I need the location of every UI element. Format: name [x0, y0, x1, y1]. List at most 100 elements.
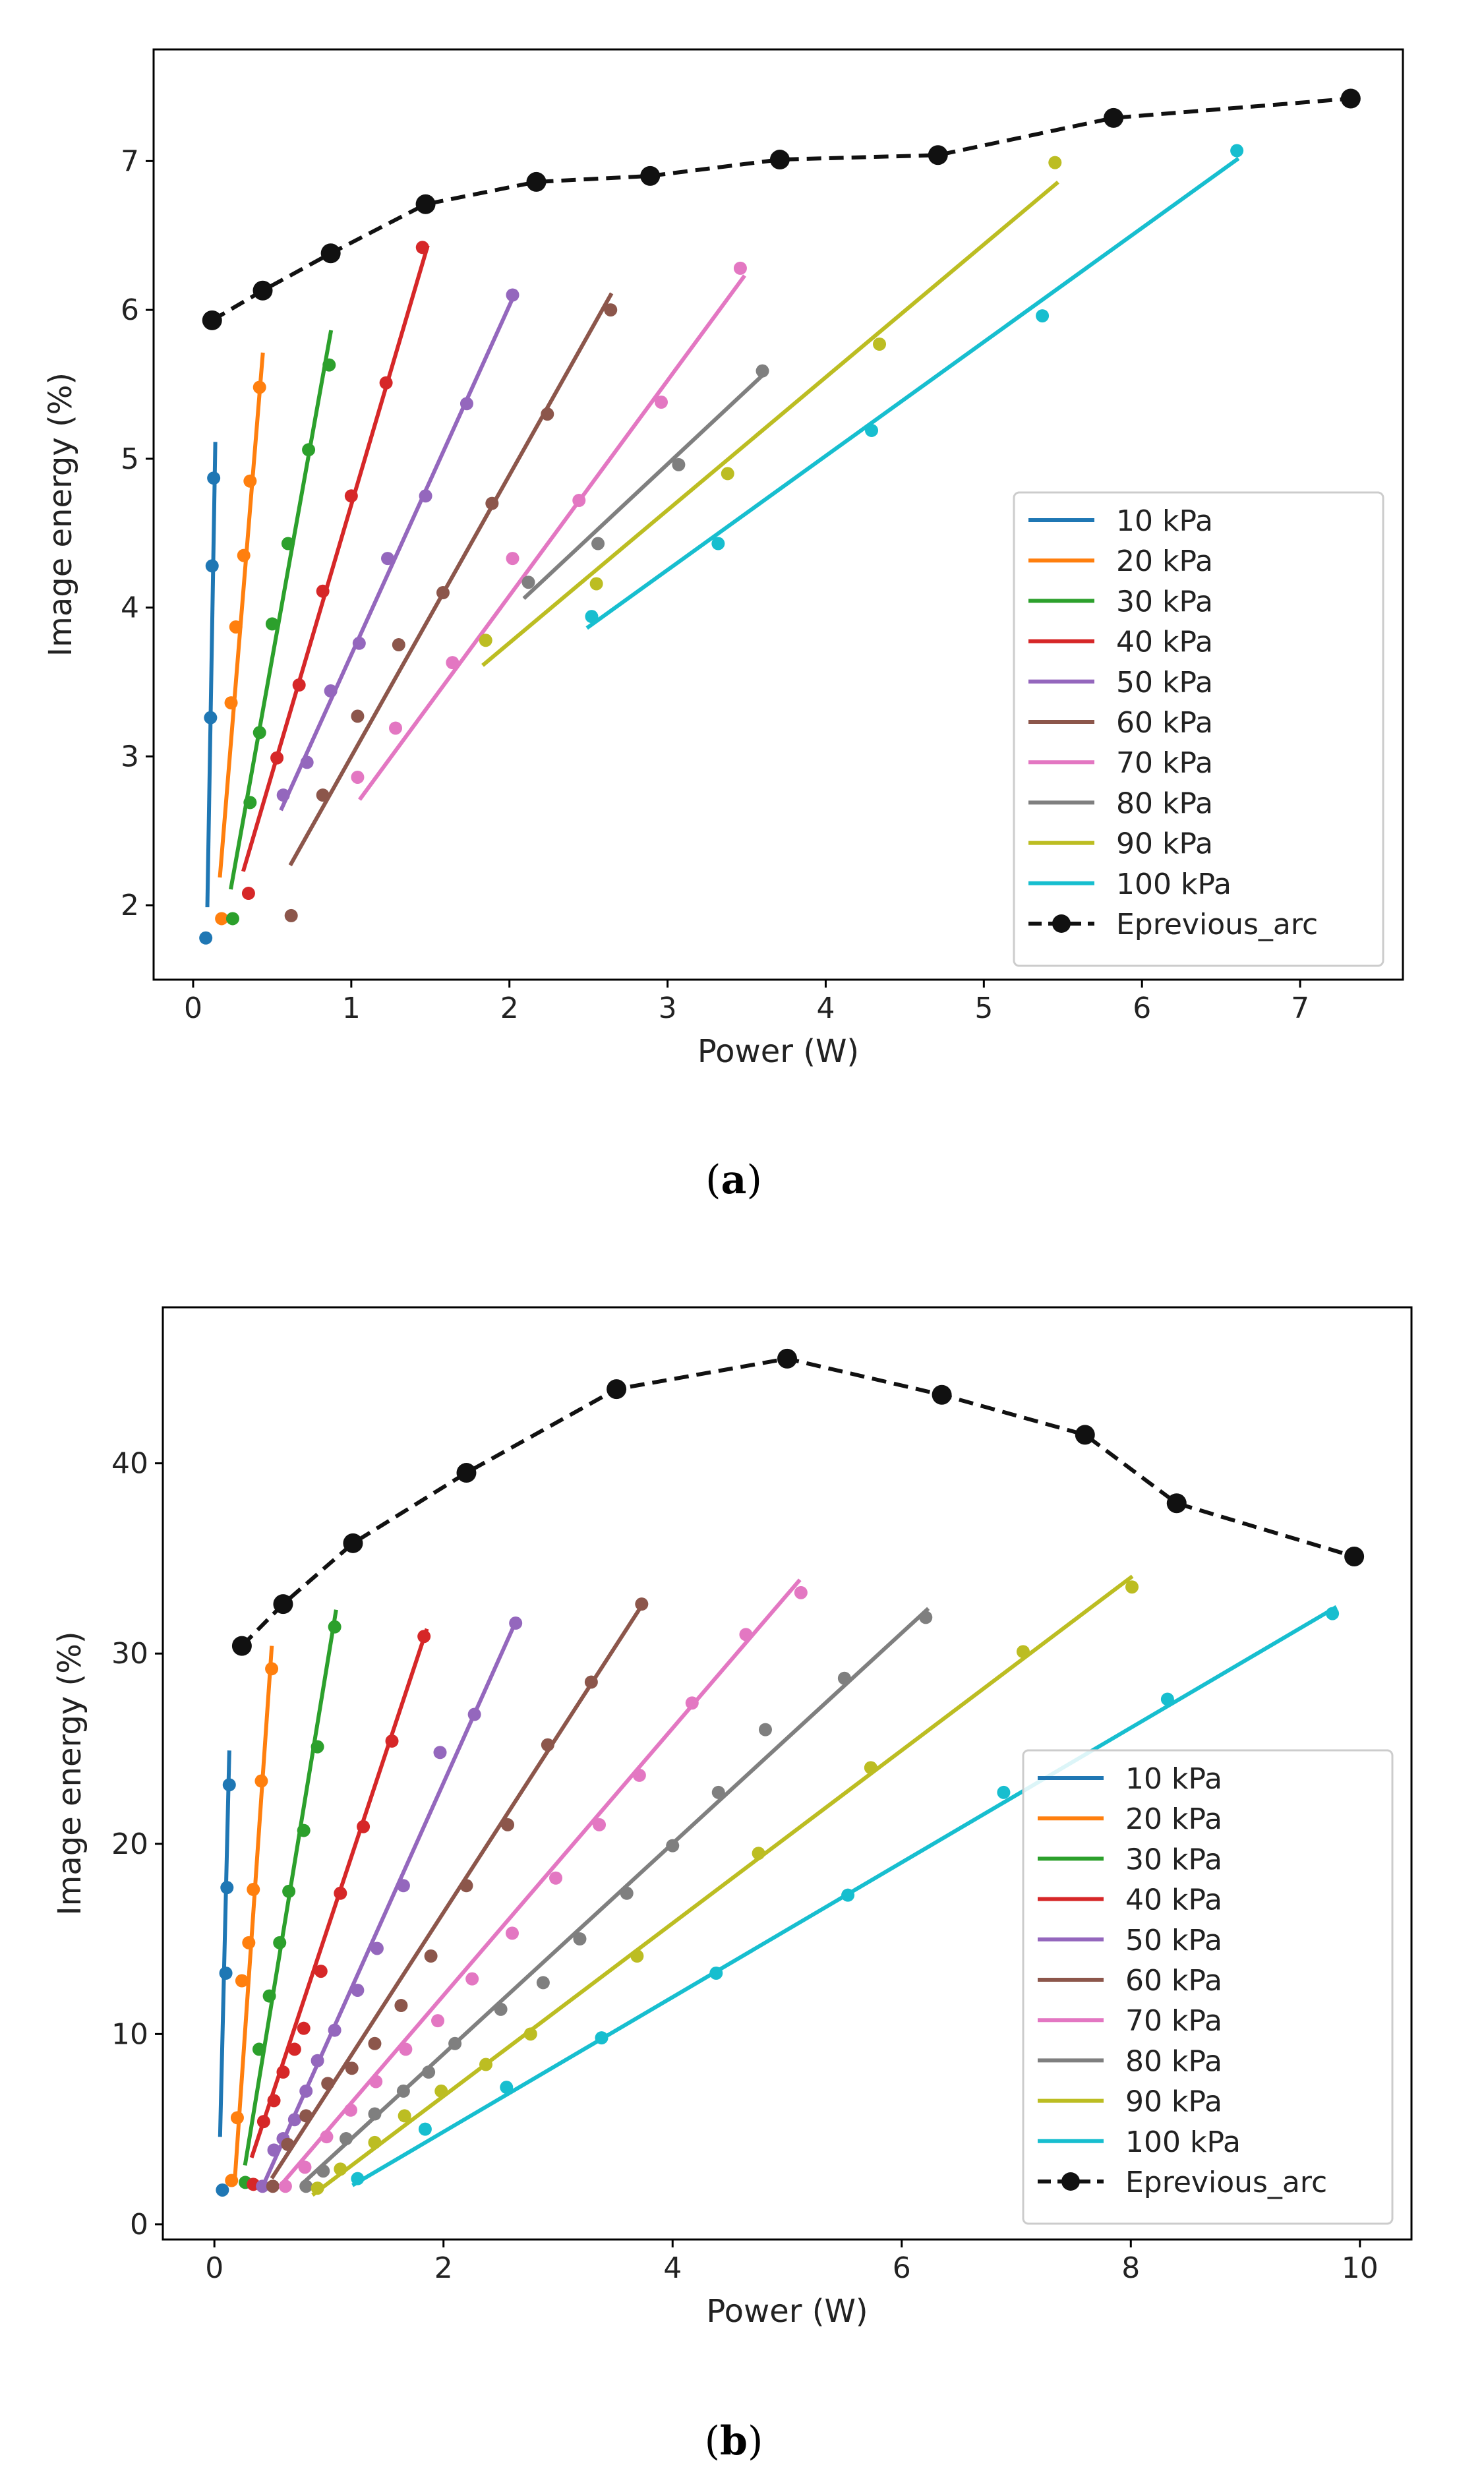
legend-label: 20 kPa — [1125, 1802, 1222, 1836]
data-point — [589, 577, 603, 591]
data-point — [1230, 144, 1244, 158]
legend-box — [1022, 1749, 1394, 2225]
data-point — [1016, 1645, 1030, 1659]
legend-item: 50 kPa — [1038, 1924, 1222, 1957]
legend-item: 60 kPa — [1028, 706, 1213, 740]
data-point — [399, 2042, 413, 2056]
previous-arc-point — [1166, 1493, 1187, 1514]
legend-item: 50 kPa — [1028, 666, 1213, 699]
y-tick-label: 6 — [121, 293, 139, 327]
data-point — [1048, 156, 1062, 169]
data-point — [230, 2111, 244, 2125]
series-10-kpa — [199, 442, 221, 945]
fit-line — [522, 372, 765, 601]
data-point — [919, 1611, 933, 1624]
y-tick-label: 10 — [111, 2017, 148, 2051]
data-point — [460, 1879, 473, 1893]
data-point — [229, 620, 243, 634]
data-point — [311, 2181, 324, 2195]
previous-arc-point — [1340, 88, 1361, 109]
data-point — [299, 2109, 313, 2123]
data-point — [352, 636, 366, 650]
fit-line — [311, 1574, 1134, 2197]
data-point — [591, 537, 605, 550]
data-point — [281, 2137, 295, 2151]
data-point — [841, 1888, 855, 1902]
data-point — [252, 380, 266, 394]
legend-label: 90 kPa — [1116, 827, 1213, 861]
plot-area — [199, 88, 1361, 945]
x-tick-label: 3 — [659, 992, 677, 1025]
data-point — [739, 1628, 753, 1642]
data-point — [433, 1746, 447, 1760]
x-tick-label: 5 — [974, 992, 993, 1025]
data-point — [654, 396, 668, 409]
data-point — [865, 423, 879, 437]
data-point — [311, 1740, 324, 1754]
legend-label: 70 kPa — [1125, 2004, 1222, 2038]
legend-item: 60 kPa — [1038, 1964, 1222, 1998]
data-point — [370, 1942, 384, 1955]
data-point — [379, 376, 393, 390]
data-point — [368, 2135, 382, 2149]
data-point — [434, 2084, 448, 2098]
data-point — [328, 2023, 341, 2037]
data-point — [247, 1883, 260, 1897]
previous-arc-point — [1344, 1547, 1365, 1567]
data-point — [494, 2002, 508, 2016]
data-point — [436, 586, 450, 600]
fit-line — [229, 330, 334, 890]
data-point — [369, 2075, 383, 2089]
data-point — [506, 552, 519, 566]
series-70-kpa — [278, 1578, 808, 2193]
previous-arc-point — [202, 310, 222, 330]
fit-line — [279, 292, 517, 812]
data-point — [758, 1723, 772, 1736]
series-90-kpa — [479, 156, 1062, 667]
data-point — [252, 2042, 266, 2056]
data-point — [585, 610, 599, 624]
series-60-kpa — [284, 292, 618, 922]
y-axis-label: Image energy (%) — [51, 1631, 88, 1915]
legend-label: 30 kPa — [1116, 585, 1213, 618]
x-tick-label: 4 — [816, 992, 835, 1025]
legend-item: 40 kPa — [1028, 626, 1213, 659]
y-tick-label: 4 — [121, 591, 139, 625]
data-point — [316, 584, 330, 598]
y-tick-label: 20 — [111, 1827, 148, 1861]
data-point — [256, 2115, 270, 2129]
data-point — [396, 1879, 410, 1893]
legend-label: 90 kPa — [1125, 2085, 1222, 2119]
legend-label: 50 kPa — [1125, 1924, 1222, 1957]
data-point — [241, 887, 255, 901]
series-50-kpa — [276, 288, 519, 812]
data-point — [321, 2077, 335, 2091]
plot-frame — [152, 48, 1404, 981]
legend-marker — [1052, 914, 1071, 933]
data-point — [282, 1884, 296, 1898]
data-point — [997, 1785, 1011, 1799]
data-point — [334, 1886, 347, 1900]
data-point — [222, 1778, 236, 1792]
data-point — [278, 2180, 292, 2193]
series-40-kpa — [241, 241, 430, 901]
x-tick-label: 10 — [1342, 2251, 1379, 2285]
series-60-kpa — [266, 1597, 649, 2193]
data-point — [685, 1696, 699, 1710]
caption-b: (b) — [704, 2418, 763, 2464]
data-point — [595, 2031, 608, 2045]
y-tick-label: 40 — [111, 1447, 148, 1481]
data-point — [243, 796, 257, 810]
data-point — [572, 494, 586, 508]
legend-label: Eprevious_arc — [1116, 908, 1318, 941]
y-tick-label: 3 — [121, 740, 139, 773]
data-point — [672, 458, 686, 471]
data-point — [273, 1936, 287, 1949]
series-eprevious-arc — [202, 88, 1361, 330]
data-point — [549, 1871, 563, 1885]
data-point — [418, 2122, 432, 2136]
caption-b-label: b — [720, 2418, 748, 2464]
legend-label: 50 kPa — [1116, 666, 1213, 699]
legend-label: 20 kPa — [1116, 545, 1213, 578]
data-point — [573, 1932, 587, 1946]
